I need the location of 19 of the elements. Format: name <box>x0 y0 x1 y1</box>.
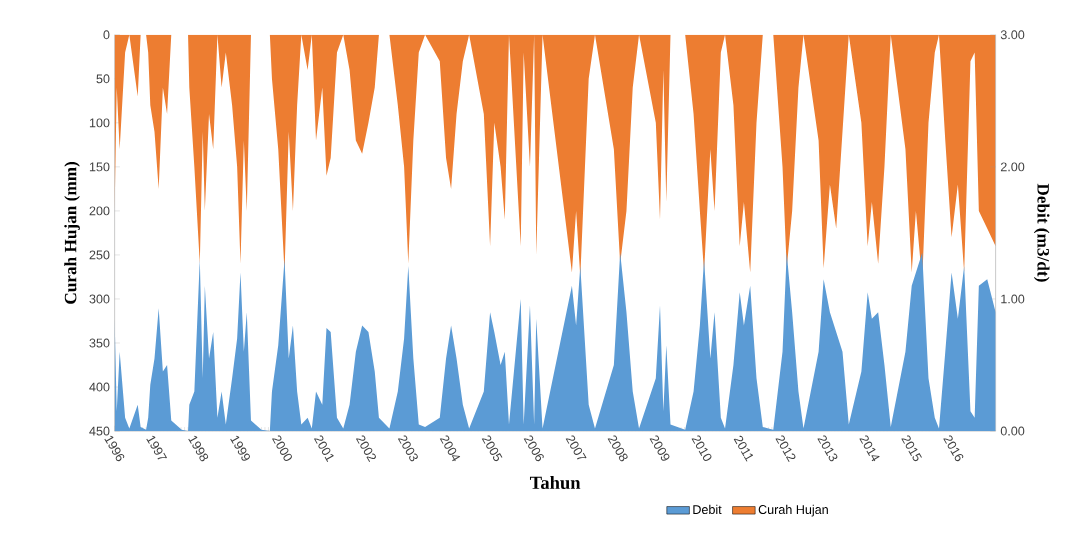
y-tick-label: 150 <box>89 162 110 172</box>
y-tick-label: 100 <box>89 118 110 128</box>
y2-tick-label: 2.00 <box>1000 162 1025 172</box>
y-tick-label: 0 <box>103 30 110 40</box>
y-tick-label: 400 <box>89 382 110 392</box>
legend-label: Curah Hujan <box>758 504 828 517</box>
y-tick-label: 300 <box>89 294 110 304</box>
y-tick-label: 50 <box>96 74 110 84</box>
legend-label: Debit <box>693 504 722 514</box>
x-axis-title: Tahun <box>529 475 581 489</box>
y-tick-label: 200 <box>89 206 110 216</box>
y2-tick-label: 1.00 <box>1001 294 1025 304</box>
y-tick-label: 350 <box>89 338 110 348</box>
y2-axis-title: Debit (m3/dt) <box>1033 183 1050 282</box>
y-tick-label: 250 <box>89 250 110 260</box>
y2-tick-label: 3.00 <box>1000 30 1025 40</box>
y2-tick-label: 0.00 <box>1000 426 1025 436</box>
y-axis-title: Curah Hujan (mm) <box>64 161 80 304</box>
y-tick-label: 450 <box>89 426 110 436</box>
